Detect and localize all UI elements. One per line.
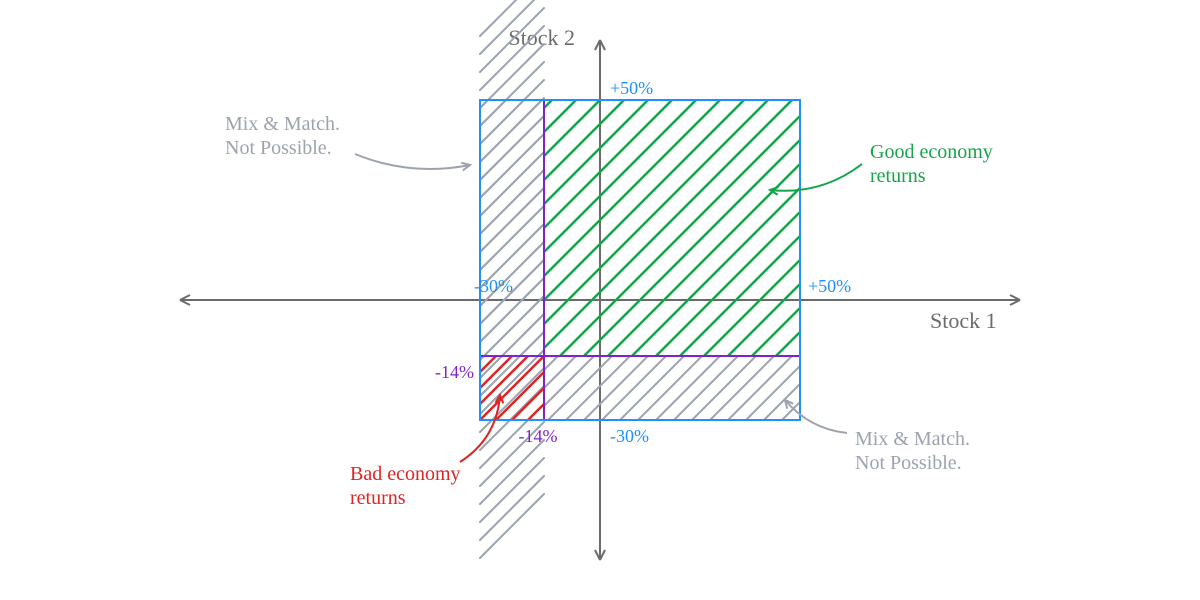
tick-y-bottom: -30% [610,426,649,446]
tick-y-top: +50% [610,78,653,98]
x-axis-label: Stock 1 [930,308,997,333]
threshold-label-x: -14% [519,426,558,446]
diagram-canvas: Stock 1Stock 2-30%+50%+50%-30%-14%-14%Go… [0,0,1200,600]
good-economy-label: Good economyreturns [870,141,993,187]
mix-bottom-right-label: Mix & Match.Not Possible. [855,428,970,474]
threshold-label-y: -14% [435,362,474,382]
tick-x-left: -30% [474,276,513,296]
mix-top-left-label: Mix & Match.Not Possible. [225,113,340,159]
tick-x-right: +50% [808,276,851,296]
bad-economy-label: Bad economyreturns [350,463,461,509]
